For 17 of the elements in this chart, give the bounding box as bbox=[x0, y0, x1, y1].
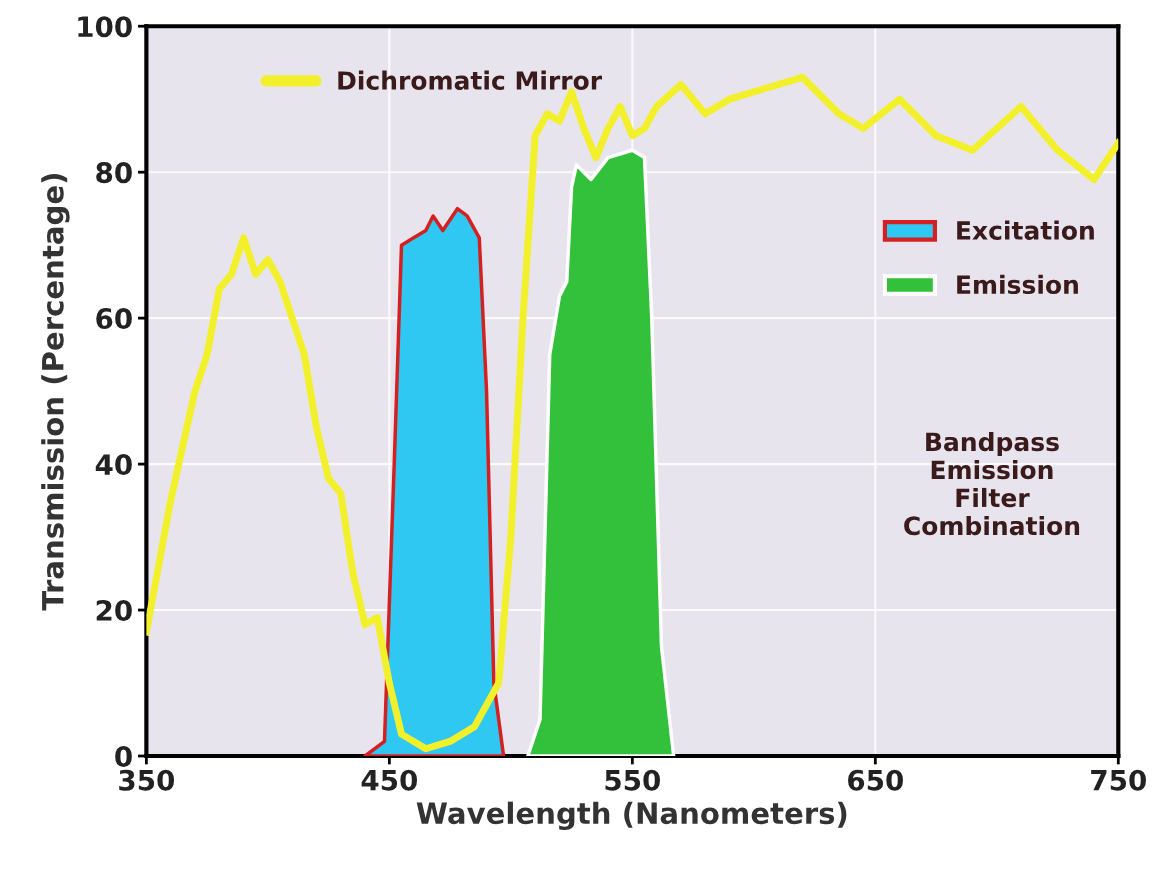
x-tick-label: 550 bbox=[605, 769, 660, 791]
annotation: Bandpass Emission Filter Combination bbox=[904, 431, 1080, 536]
legend-label: Emission bbox=[957, 274, 1078, 295]
x-tick-label: 450 bbox=[361, 769, 418, 791]
y-tick-label: 100 bbox=[78, 16, 132, 38]
legend-label: Excitation bbox=[957, 220, 1094, 240]
x-tick-label: 350 bbox=[119, 769, 175, 791]
y-tick-label: 20 bbox=[96, 599, 132, 621]
x-axis-title: Wavelength (Nanometers) bbox=[416, 801, 847, 831]
y-axis-title: Transmission (Percentage) bbox=[41, 173, 70, 611]
y-tick-label: 80 bbox=[96, 162, 132, 184]
x-tick-label: 750 bbox=[1091, 769, 1146, 791]
legend-label: Dichromatic Mirror bbox=[338, 70, 603, 90]
y-tick-label: 0 bbox=[115, 745, 132, 767]
x-tick-label: 650 bbox=[848, 769, 903, 791]
y-tick-label: 40 bbox=[95, 454, 132, 476]
y-tick-label: 60 bbox=[96, 308, 132, 330]
